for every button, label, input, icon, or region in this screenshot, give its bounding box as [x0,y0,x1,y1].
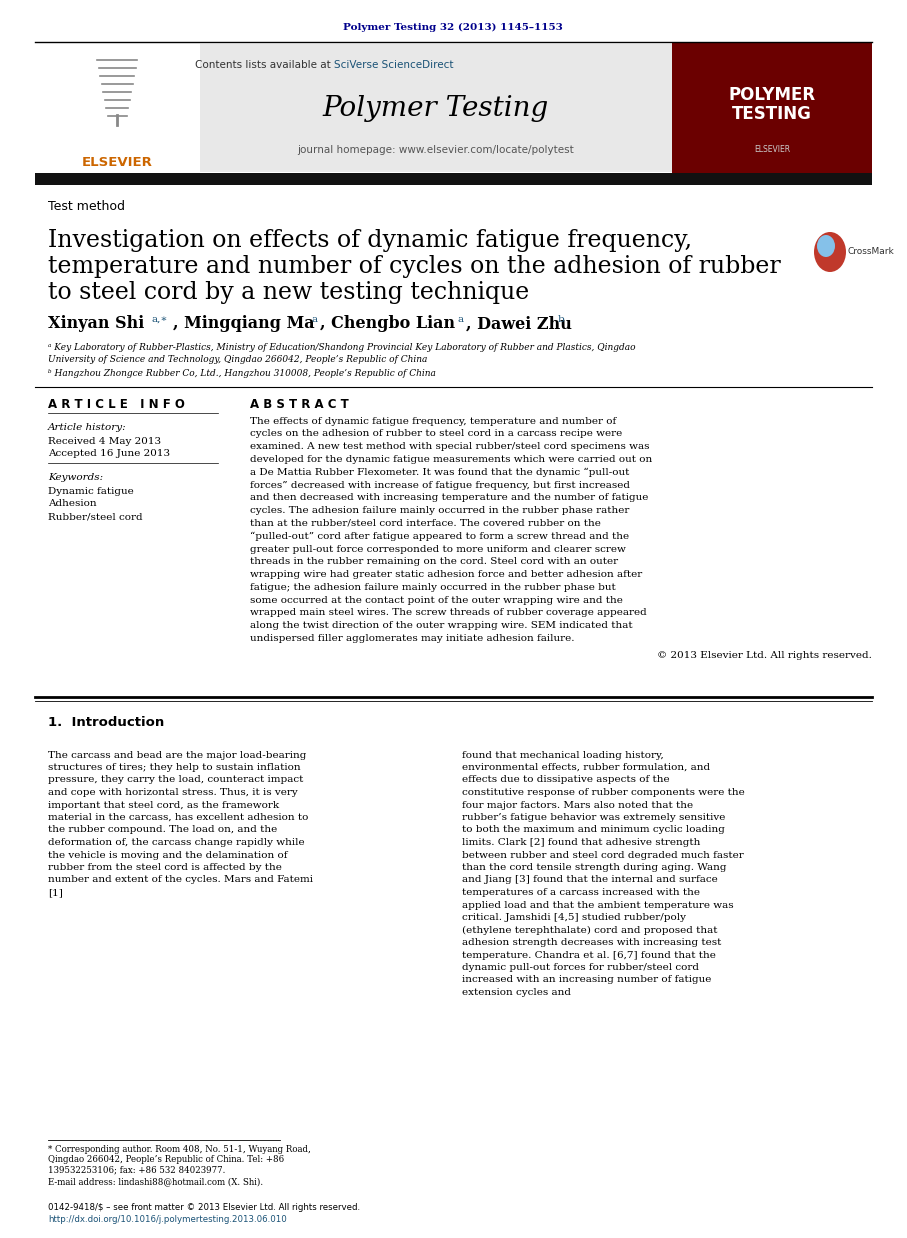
Text: wrapped main steel wires. The screw threads of rubber coverage appeared: wrapped main steel wires. The screw thre… [250,609,647,618]
Ellipse shape [817,235,835,258]
Text: a: a [458,314,464,323]
Text: structures of tires; they help to sustain inflation: structures of tires; they help to sustai… [48,763,300,773]
Text: fatigue; the adhesion failure mainly occurred in the rubber phase but: fatigue; the adhesion failure mainly occ… [250,583,616,592]
Text: 139532253106; fax: +86 532 84023977.: 139532253106; fax: +86 532 84023977. [48,1165,225,1175]
Bar [35,173,872,184]
Text: threads in the rubber remaining on the cord. Steel cord with an outer: threads in the rubber remaining on the c… [250,557,619,566]
Text: Investigation on effects of dynamic fatigue frequency,: Investigation on effects of dynamic fati… [48,229,692,251]
Text: , Mingqiang Ma: , Mingqiang Ma [173,316,315,333]
Text: material in the carcass, has excellent adhesion to: material in the carcass, has excellent a… [48,813,308,822]
Text: temperature and number of cycles on the adhesion of rubber: temperature and number of cycles on the … [48,255,781,277]
Bar [200,45,672,172]
Text: * Corresponding author. Room 408, No. 51-1, Wuyang Road,: * Corresponding author. Room 408, No. 51… [48,1145,311,1155]
Bar [672,43,872,175]
Text: four major factors. Mars also noted that the: four major factors. Mars also noted that… [462,801,693,810]
Text: number and extent of the cycles. Mars and Fatemi: number and extent of the cycles. Mars an… [48,875,313,884]
Text: Received 4 May 2013: Received 4 May 2013 [48,437,161,446]
Text: wrapping wire had greater static adhesion force and better adhesion after: wrapping wire had greater static adhesio… [250,571,642,579]
Text: journal homepage: www.elsevier.com/locate/polytest: journal homepage: www.elsevier.com/locat… [297,145,574,155]
Text: critical. Jamshidi [4,5] studied rubber/poly: critical. Jamshidi [4,5] studied rubber/… [462,912,686,922]
Text: rubber’s fatigue behavior was extremely sensitive: rubber’s fatigue behavior was extremely … [462,813,726,822]
Text: Keywords:: Keywords: [48,473,103,482]
Text: The carcass and bead are the major load-bearing: The carcass and bead are the major load-… [48,750,307,759]
Text: , Chengbo Lian: , Chengbo Lian [320,316,455,333]
Bar [35,43,200,175]
Text: TESTING: TESTING [732,105,812,123]
Text: examined. A new test method with special rubber/steel cord specimens was: examined. A new test method with special… [250,442,649,451]
Text: Adhesion: Adhesion [48,499,97,509]
Text: important that steel cord, as the framework: important that steel cord, as the framew… [48,801,279,810]
Text: found that mechanical loading history,: found that mechanical loading history, [462,750,664,759]
Text: Accepted 16 June 2013: Accepted 16 June 2013 [48,449,171,458]
Text: Qingdao 266042, People’s Republic of China. Tel: +86: Qingdao 266042, People’s Republic of Chi… [48,1155,284,1165]
Text: The effects of dynamic fatigue frequency, temperature and number of: The effects of dynamic fatigue frequency… [250,416,616,426]
Text: and cope with horizontal stress. Thus, it is very: and cope with horizontal stress. Thus, i… [48,789,297,797]
Text: the rubber compound. The load on, and the: the rubber compound. The load on, and th… [48,826,278,834]
Text: University of Science and Technology, Qingdao 266042, People’s Republic of China: University of Science and Technology, Qi… [48,355,427,364]
Text: POLYMER: POLYMER [728,85,815,104]
Text: Rubber/steel cord: Rubber/steel cord [48,513,142,521]
Text: a: a [312,314,318,323]
Text: Test method: Test method [48,199,125,213]
Text: pressure, they carry the load, counteract impact: pressure, they carry the load, counterac… [48,775,303,785]
Text: developed for the dynamic fatigue measurements which were carried out on: developed for the dynamic fatigue measur… [250,454,652,464]
Text: deformation of, the carcass change rapidly while: deformation of, the carcass change rapid… [48,838,305,847]
Text: Article history:: Article history: [48,423,127,432]
Text: to both the maximum and minimum cyclic loading: to both the maximum and minimum cyclic l… [462,826,725,834]
Text: cycles. The adhesion failure mainly occurred in the rubber phase rather: cycles. The adhesion failure mainly occu… [250,506,629,515]
Text: than the cord tensile strength during aging. Wang: than the cord tensile strength during ag… [462,863,727,872]
Text: CrossMark: CrossMark [848,248,894,256]
Text: increased with an increasing number of fatigue: increased with an increasing number of f… [462,976,711,984]
Text: undispersed filler agglomerates may initiate adhesion failure.: undispersed filler agglomerates may init… [250,634,574,643]
Text: Dynamic fatigue: Dynamic fatigue [48,487,133,495]
Text: some occurred at the contact point of the outer wrapping wire and the: some occurred at the contact point of th… [250,595,623,604]
Text: © 2013 Elsevier Ltd. All rights reserved.: © 2013 Elsevier Ltd. All rights reserved… [658,651,872,660]
Text: limits. Clark [2] found that adhesive strength: limits. Clark [2] found that adhesive st… [462,838,700,847]
Ellipse shape [814,232,846,272]
Text: effects due to dissipative aspects of the: effects due to dissipative aspects of th… [462,775,669,785]
Text: between rubber and steel cord degraded much faster: between rubber and steel cord degraded m… [462,851,744,859]
Text: and Jiang [3] found that the internal and surface: and Jiang [3] found that the internal an… [462,875,717,884]
Text: temperature. Chandra et al. [6,7] found that the: temperature. Chandra et al. [6,7] found … [462,951,716,959]
Text: along the twist direction of the outer wrapping wire. SEM indicated that: along the twist direction of the outer w… [250,621,632,630]
Text: (ethylene terephthalate) cord and proposed that: (ethylene terephthalate) cord and propos… [462,926,717,935]
Text: a,∗: a,∗ [152,314,169,323]
Text: ELSEVIER: ELSEVIER [82,156,152,170]
Text: adhesion strength decreases with increasing test: adhesion strength decreases with increas… [462,938,721,947]
Text: forces” decreased with increase of fatigue frequency, but first increased: forces” decreased with increase of fatig… [250,480,630,489]
Text: http://dx.doi.org/10.1016/j.polymertesting.2013.06.010: http://dx.doi.org/10.1016/j.polymertesti… [48,1216,287,1224]
Text: E-mail address: lindashi88@hotmail.com (X. Shi).: E-mail address: lindashi88@hotmail.com (… [48,1177,263,1186]
Text: a De Mattia Rubber Flexometer. It was found that the dynamic “pull-out: a De Mattia Rubber Flexometer. It was fo… [250,468,629,477]
Text: ELSEVIER: ELSEVIER [754,146,790,155]
Text: cycles on the adhesion of rubber to steel cord in a carcass recipe were: cycles on the adhesion of rubber to stee… [250,430,622,438]
Text: , Dawei Zhu: , Dawei Zhu [466,316,572,333]
Text: Polymer Testing 32 (2013) 1145–1153: Polymer Testing 32 (2013) 1145–1153 [343,22,563,31]
Text: constitutive response of rubber components were the: constitutive response of rubber componen… [462,789,745,797]
Text: 1.  Introduction: 1. Introduction [48,716,164,728]
Text: “pulled-out” cord after fatigue appeared to form a screw thread and the: “pulled-out” cord after fatigue appeared… [250,531,629,541]
Text: and then decreased with increasing temperature and the number of fatigue: and then decreased with increasing tempe… [250,493,649,503]
Text: applied load and that the ambient temperature was: applied load and that the ambient temper… [462,900,734,910]
Text: extension cycles and: extension cycles and [462,988,571,997]
Text: greater pull-out force corresponded to more uniform and clearer screw: greater pull-out force corresponded to m… [250,545,626,553]
Text: environmental effects, rubber formulation, and: environmental effects, rubber formulatio… [462,763,710,773]
Text: temperatures of a carcass increased with the: temperatures of a carcass increased with… [462,888,700,898]
Text: SciVerse ScienceDirect: SciVerse ScienceDirect [334,59,454,71]
Text: Contents lists available at: Contents lists available at [195,59,334,71]
Text: Polymer Testing: Polymer Testing [323,94,549,121]
Text: Xinyan Shi: Xinyan Shi [48,316,144,333]
Text: rubber from the steel cord is affected by the: rubber from the steel cord is affected b… [48,863,282,872]
Text: b: b [558,314,565,323]
Text: [1]: [1] [48,888,63,898]
Text: to steel cord by a new testing technique: to steel cord by a new testing technique [48,281,530,305]
Text: A R T I C L E   I N F O: A R T I C L E I N F O [48,399,185,411]
Text: ᵃ Key Laboratory of Rubber-Plastics, Ministry of Education/Shandong Provincial K: ᵃ Key Laboratory of Rubber-Plastics, Min… [48,343,636,353]
Text: than at the rubber/steel cord interface. The covered rubber on the: than at the rubber/steel cord interface.… [250,519,600,527]
Text: A B S T R A C T: A B S T R A C T [250,399,349,411]
Text: dynamic pull-out forces for rubber/steel cord: dynamic pull-out forces for rubber/steel… [462,963,699,972]
Text: 0142-9418/$ – see front matter © 2013 Elsevier Ltd. All rights reserved.: 0142-9418/$ – see front matter © 2013 El… [48,1202,360,1212]
Text: the vehicle is moving and the delamination of: the vehicle is moving and the delaminati… [48,851,288,859]
Text: ᵇ Hangzhou Zhongce Rubber Co, Ltd., Hangzhou 310008, People’s Republic of China: ᵇ Hangzhou Zhongce Rubber Co, Ltd., Hang… [48,369,436,378]
